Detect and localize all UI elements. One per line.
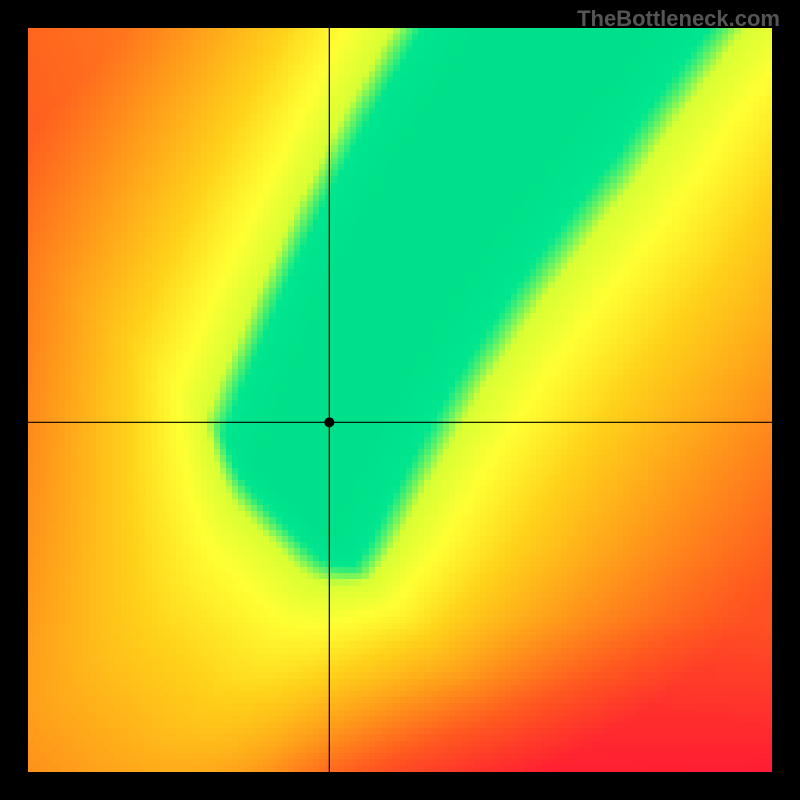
watermark-label: TheBottleneck.com — [577, 6, 780, 32]
chart-container: TheBottleneck.com — [0, 0, 800, 800]
bottleneck-heatmap — [28, 28, 772, 772]
